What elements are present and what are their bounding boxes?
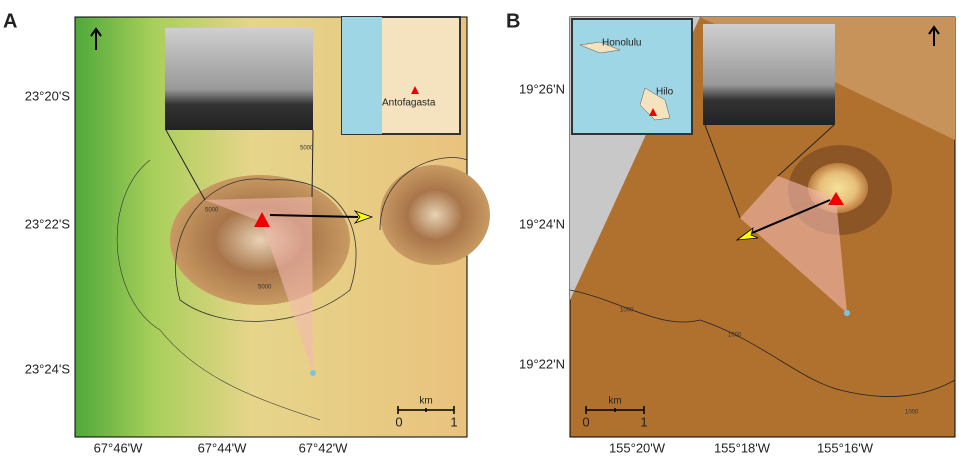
inset-label: Antofagasta xyxy=(382,98,436,109)
scale-unit: km xyxy=(419,396,432,407)
lat-label: 23°20'S xyxy=(25,88,71,103)
contour-label: 1000 xyxy=(620,308,634,314)
scale-label: 1 xyxy=(640,414,647,429)
figure: Antofagasta 5000 5000 5000 km 0 1 A 23°2… xyxy=(0,0,959,457)
panel-label: A xyxy=(3,10,17,32)
lat-label: 23°24'S xyxy=(25,361,71,376)
lon-label: 155°20'W xyxy=(609,440,666,455)
inset-label: Honolulu xyxy=(602,38,641,49)
panel-label: B xyxy=(506,10,520,32)
panel-b: Honolulu Hilo 1000 1000 1000 km 0 1 B 19… xyxy=(506,10,955,455)
camera xyxy=(844,310,850,316)
scale-label: 0 xyxy=(582,414,589,429)
inset-label: Hilo xyxy=(656,87,674,98)
lon-label: 67°44'W xyxy=(198,440,248,455)
lon-label: 155°18'W xyxy=(714,440,771,455)
contour-label: 5000 xyxy=(205,208,219,214)
lat-label: 19°24'N xyxy=(519,216,565,231)
contour-label: 1000 xyxy=(905,410,919,416)
photo-inset xyxy=(703,24,835,125)
scale-label: 1 xyxy=(450,414,457,429)
lat-label: 23°22'S xyxy=(25,216,71,231)
contour-label: 5000 xyxy=(258,285,272,291)
ocean xyxy=(342,17,382,134)
photo-inset xyxy=(165,28,313,130)
lon-label: 155°16'W xyxy=(817,440,874,455)
scale-label: 0 xyxy=(395,414,402,429)
inset-map xyxy=(572,19,692,134)
lon-label: 67°42'W xyxy=(299,440,349,455)
lat-label: 19°26'N xyxy=(519,81,565,96)
panel-a: Antofagasta 5000 5000 5000 km 0 1 A 23°2… xyxy=(3,10,490,455)
volcano xyxy=(380,165,490,265)
contour-label: 5000 xyxy=(300,146,314,152)
scale-unit: km xyxy=(608,396,621,407)
lat-label: 19°22'N xyxy=(519,356,565,371)
contour-label: 1000 xyxy=(728,333,742,339)
lon-label: 67°46'W xyxy=(94,440,144,455)
camera xyxy=(310,370,316,376)
